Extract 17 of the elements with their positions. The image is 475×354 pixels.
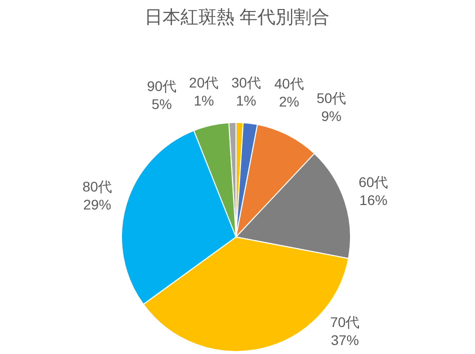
slice-label: 70代 [330,314,360,330]
chart-title: 日本紅斑熱 年代別割合 [144,6,330,27]
data-label: 2% [278,94,300,110]
data-label: 1% [194,92,214,108]
data-label: 5% [152,96,172,112]
slice-label: 90代 [146,78,177,94]
data-label: 29% [83,196,112,213]
slice-label: 60代 [358,174,388,190]
slice-label: 80代 [82,178,112,195]
slice-label: 30代 [231,74,261,90]
slice-label: 50代 [316,90,346,106]
data-label: 16% [359,192,388,208]
data-label: 37% [330,332,359,348]
slice-label: 40代 [274,76,304,92]
data-label: 1% [236,92,256,108]
data-label: 9% [321,108,342,124]
slice-label: 20代 [189,74,219,90]
